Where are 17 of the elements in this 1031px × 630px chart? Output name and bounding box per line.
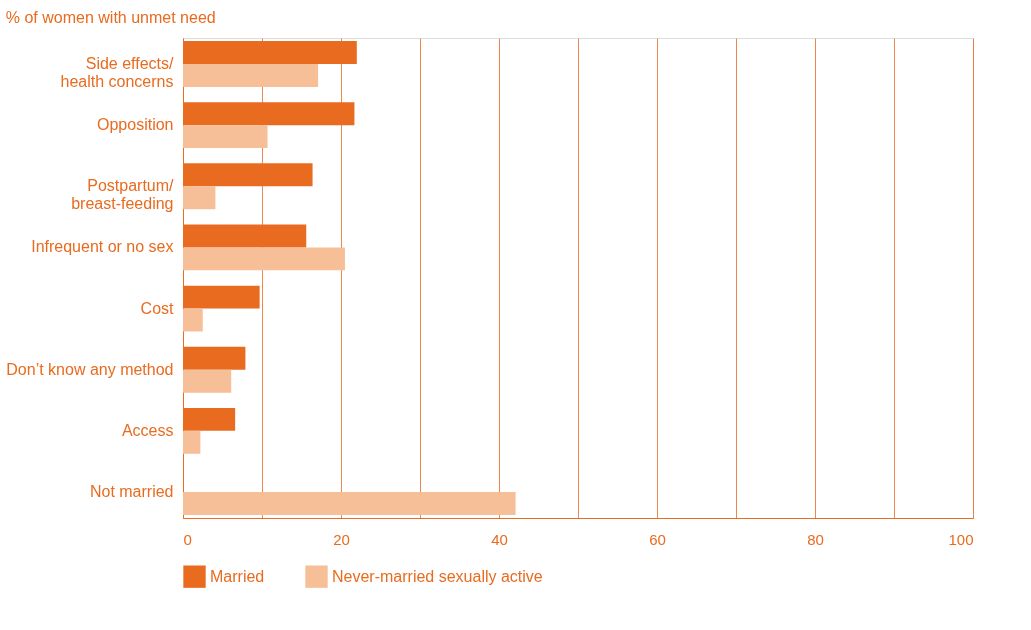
y-tick-label: Postpartum/ breast-feeding: [71, 177, 175, 213]
x-tick-label: 20: [333, 530, 350, 548]
y-tick-label: Not married: [89, 483, 174, 501]
y-tick-label: Cost: [140, 299, 175, 317]
legend-label: Married: [210, 567, 265, 585]
y-tick-label: Infrequent or no sex: [31, 238, 174, 256]
x-tick-label: 100: [948, 530, 974, 548]
chart-title: % of women with unmet need: [5, 9, 216, 26]
x-tick-label: 40: [491, 530, 508, 548]
x-tick-label: 60: [649, 530, 666, 548]
y-tick-label: Don’t know any method: [6, 360, 174, 378]
x-tick-label: 0: [183, 530, 192, 548]
legend-label: Never-married sexually active: [332, 567, 543, 585]
x-tick-label: 80: [807, 530, 824, 548]
y-tick-label: Side effects/ health concerns: [60, 54, 175, 90]
y-tick-label: Opposition: [97, 116, 174, 134]
y-tick-label: Access: [121, 421, 174, 439]
